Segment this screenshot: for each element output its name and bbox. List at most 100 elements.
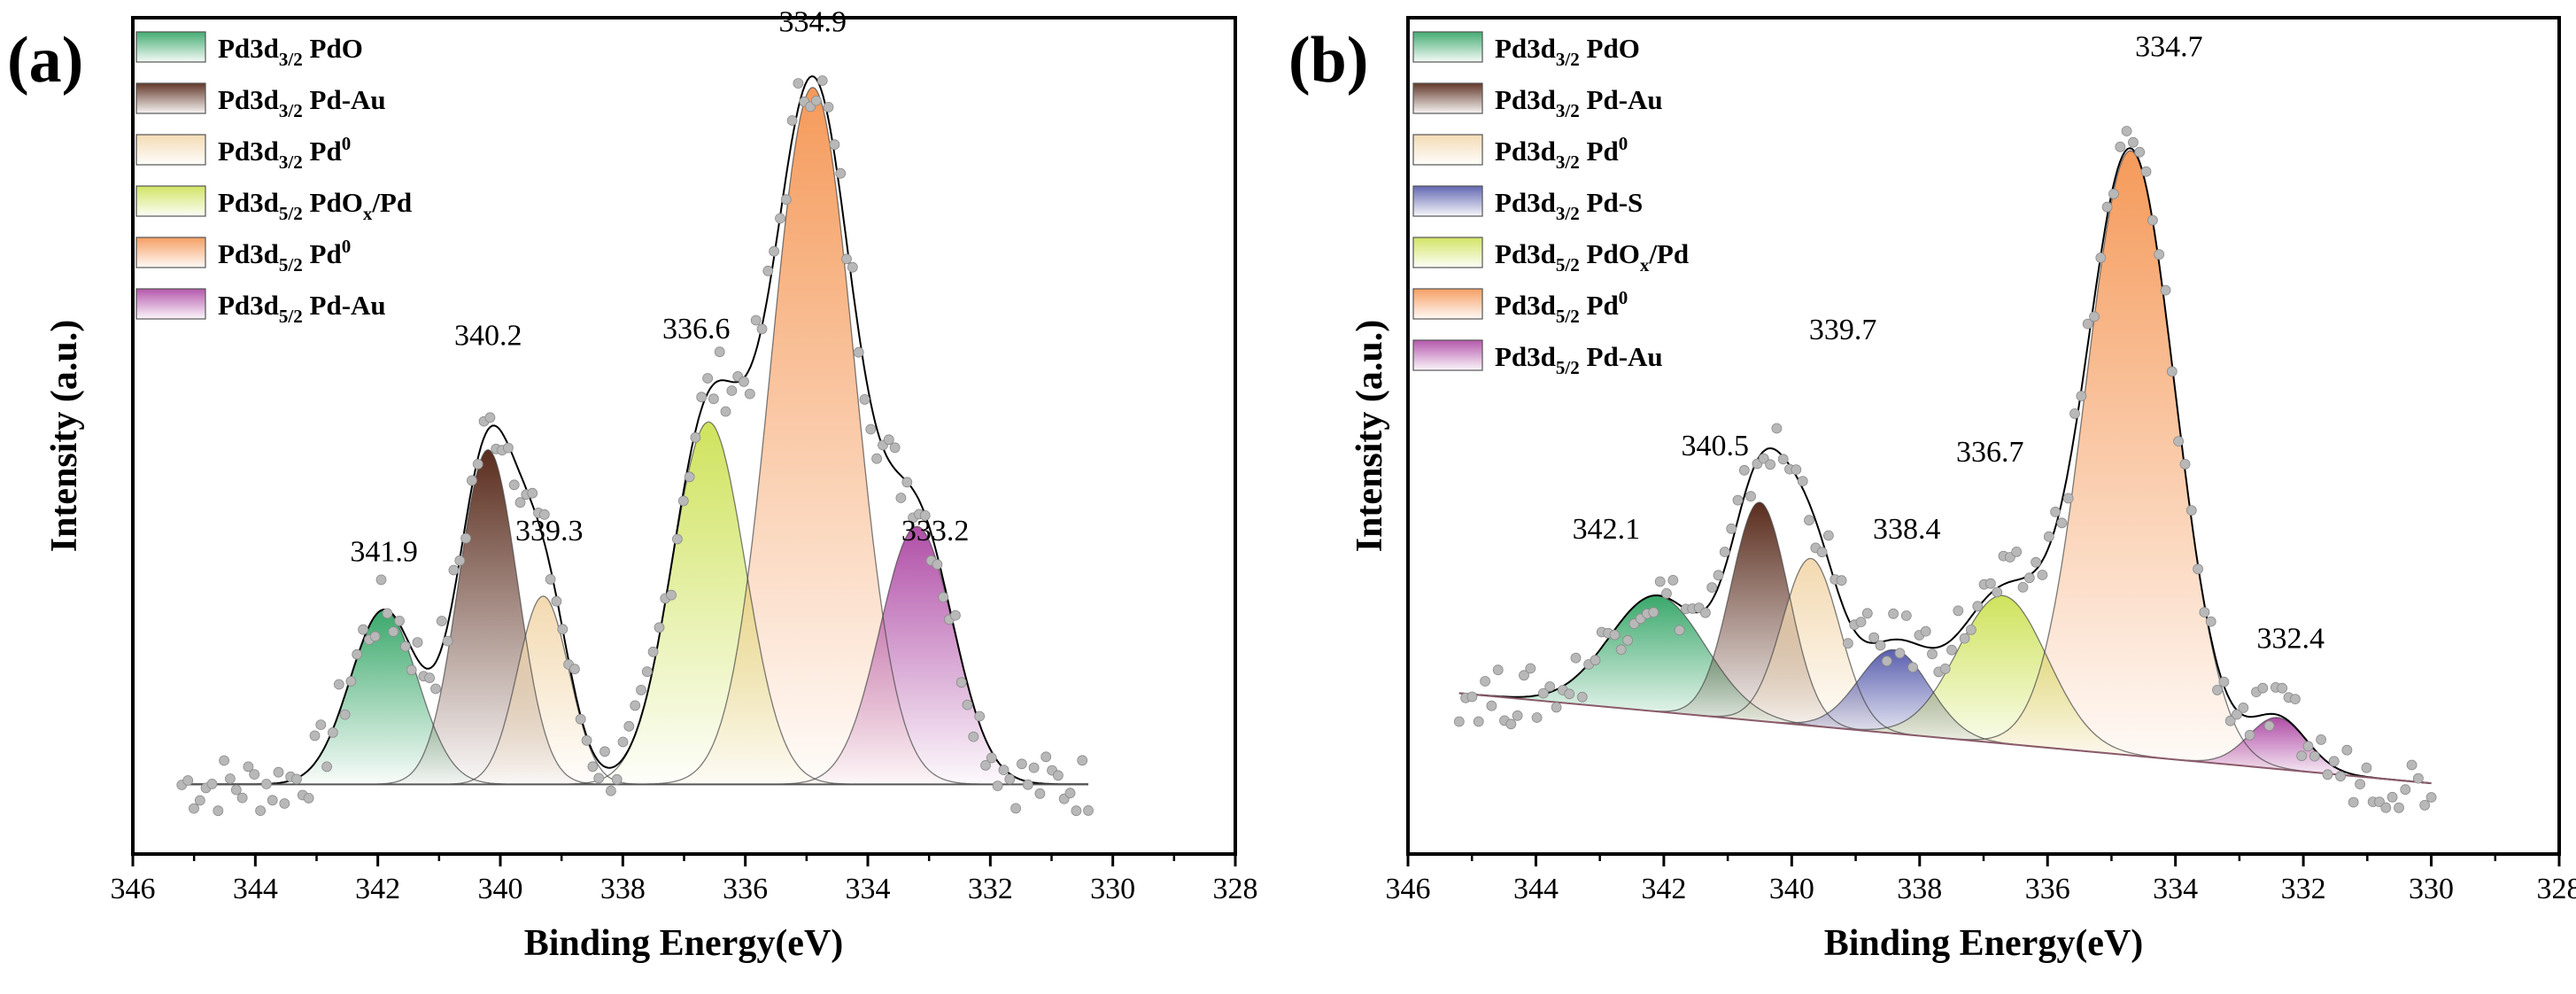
component-peak-fill [370, 449, 606, 785]
data-point [1713, 570, 1724, 581]
data-point [1758, 453, 1769, 464]
legend-base: Pd3d [1495, 136, 1556, 167]
legend-sub: 5/2 [1556, 306, 1580, 327]
peak-label: 334.9 [779, 6, 847, 39]
legend-label: Pd3d5/2 PdOx/Pd [1495, 238, 1689, 276]
data-point [647, 646, 659, 657]
data-point [460, 532, 471, 544]
data-point [2224, 715, 2236, 726]
data-point [1953, 605, 1964, 617]
data-point [503, 442, 514, 454]
x-tick-label: 328 [1213, 873, 1258, 905]
data-point [726, 385, 738, 396]
legend-base: Pd3d [1495, 33, 1556, 64]
data-point [677, 495, 689, 507]
data-point [2263, 720, 2275, 732]
component-peak-fill [1951, 151, 2310, 773]
data-point [1842, 638, 1853, 649]
data-point [2140, 166, 2152, 177]
legend-base: Pd3d [218, 33, 279, 64]
legend-label: Pd3d5/2 PdOx/Pd [218, 187, 412, 224]
peak-label: 341.9 [350, 536, 418, 569]
data-point [243, 761, 254, 773]
data-point [968, 731, 979, 742]
data-point [303, 793, 314, 804]
data-point [436, 616, 447, 626]
data-point [829, 139, 840, 151]
legend-swatch [1412, 31, 1483, 63]
data-point [1486, 700, 1497, 711]
data-point [424, 672, 436, 684]
data-point [538, 509, 550, 520]
legend-sub: 5/2 [279, 254, 303, 276]
data-point [623, 720, 635, 732]
data-point [1732, 494, 1744, 506]
data-point [1661, 588, 1672, 599]
data-point [1881, 656, 1892, 667]
data-point [739, 376, 749, 387]
legend-sub: 3/2 [1556, 203, 1580, 224]
peak-label: 340.5 [1681, 430, 1749, 462]
legend-sub2: x [363, 203, 373, 224]
legend-label: Pd3d3/2 Pd0 [218, 133, 351, 173]
data-point [1492, 664, 1504, 676]
data-point [1777, 454, 1789, 465]
data-point [182, 775, 194, 786]
data-point [2023, 572, 2035, 584]
data-point [2238, 703, 2249, 713]
data-point [249, 769, 260, 780]
data-point [992, 780, 1003, 791]
data-point [2348, 796, 2359, 808]
data-point [600, 746, 610, 757]
data-point [2309, 750, 2320, 762]
legend-sub: 5/2 [279, 203, 303, 224]
component-peak-line [561, 421, 856, 785]
data-point [962, 699, 973, 711]
data-point [1946, 644, 1957, 656]
data-point [382, 608, 393, 619]
legend-text2: /Pd [371, 187, 412, 218]
legend-sub: 3/2 [279, 151, 303, 173]
legend-label: Pd3d5/2 Pd-Au [218, 290, 386, 327]
data-point [514, 497, 526, 509]
data-point [1667, 575, 1679, 586]
x-tick-label: 334 [846, 873, 891, 905]
data-point [775, 213, 785, 224]
component-peak-line [370, 449, 606, 785]
data-point [1519, 670, 1529, 681]
envelope-curve [1458, 147, 2432, 785]
x-tick-label: 340 [1769, 873, 1814, 905]
data-point [2289, 694, 2301, 704]
data-point [630, 700, 641, 711]
data-point [696, 392, 708, 403]
data-point [2316, 734, 2327, 745]
component-peak-fill [1753, 649, 2035, 747]
component-peak-line [1752, 648, 2035, 748]
baseline [1458, 692, 2432, 785]
data-point [2380, 802, 2392, 813]
data-point [2400, 784, 2411, 796]
legend-swatch [135, 288, 206, 320]
data-point [974, 711, 986, 722]
data-point [1797, 476, 1808, 486]
data-point [1700, 607, 1711, 618]
data-point [545, 574, 556, 585]
data-point [2121, 126, 2132, 136]
data-point [998, 765, 1010, 775]
data-point [986, 752, 997, 764]
data-point [1816, 547, 1828, 558]
data-point [230, 784, 242, 796]
data-point [1965, 625, 1976, 635]
data-point [581, 734, 592, 746]
data-point [938, 592, 949, 602]
x-tick-label: 346 [1386, 873, 1431, 905]
data-point [811, 95, 822, 106]
x-tick-label: 330 [1090, 873, 1135, 905]
data-point [358, 624, 369, 635]
peak-labels: 342.1 340.5 339.7 338.4 336.7 334.7 332.4 [1573, 31, 2325, 656]
data-point [2115, 141, 2126, 152]
data-point [744, 388, 755, 400]
legend-sub: 3/2 [279, 100, 303, 121]
